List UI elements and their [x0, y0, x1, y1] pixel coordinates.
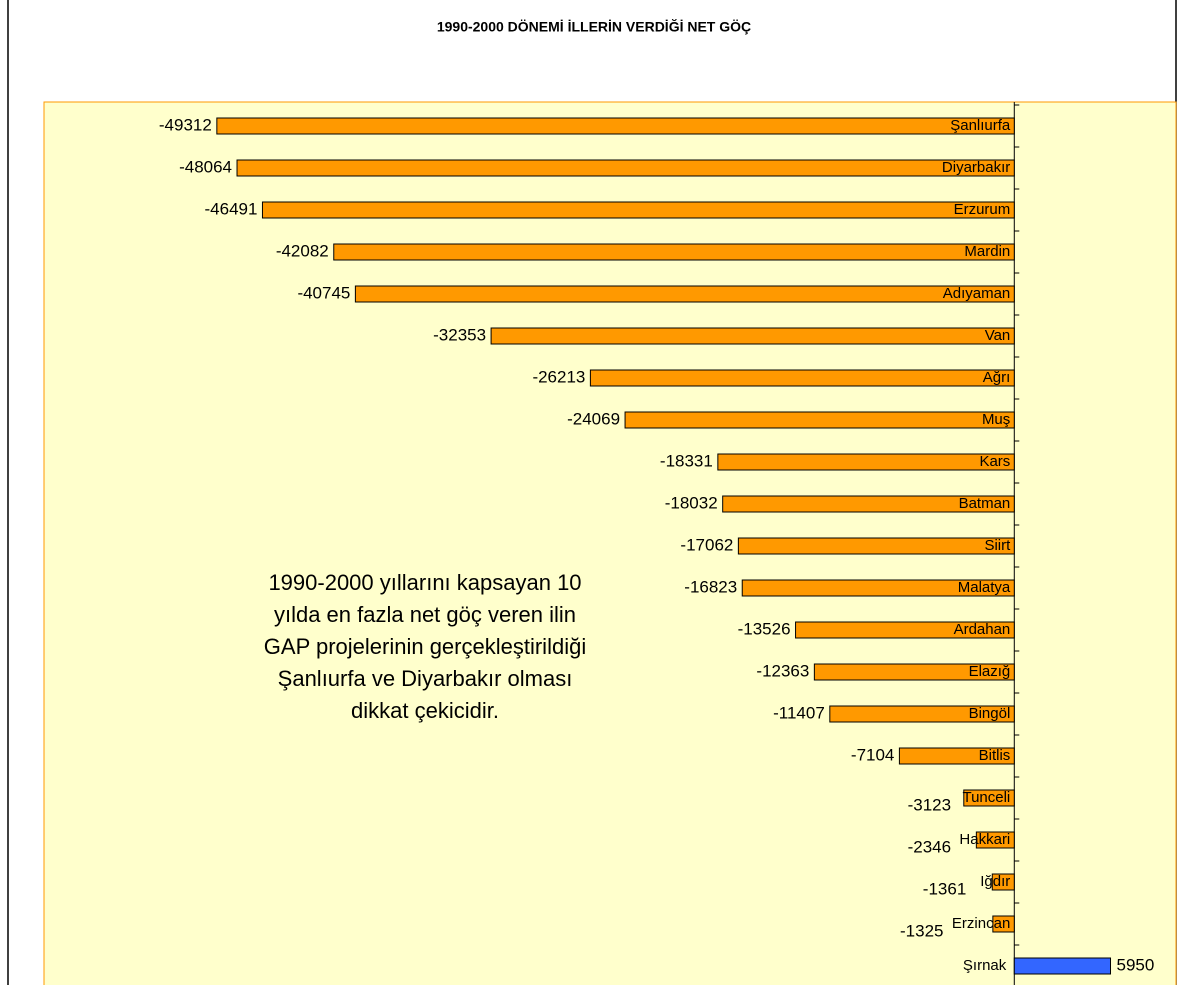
category-label: Van [985, 327, 1011, 344]
value-label: -12363 [756, 661, 809, 680]
category-label: Ağrı [983, 369, 1011, 386]
category-label: Erzincan [952, 915, 1010, 932]
category-label: Adıyaman [943, 285, 1011, 302]
annotation: GAP projelerinin gerçekleştirildiği [264, 634, 586, 659]
annotation: Şanlıurfa ve Diyarbakır olması [278, 666, 573, 691]
bar [795, 621, 1015, 639]
category-label: Elazığ [969, 663, 1011, 680]
value-label: -42082 [276, 241, 329, 260]
category-label: Siirt [984, 537, 1011, 554]
value-label: 5950 [1117, 955, 1155, 974]
bar [991, 873, 1015, 891]
bar [1013, 957, 1112, 975]
bar [354, 285, 1015, 303]
value-label: -26213 [532, 367, 585, 386]
value-label: -7104 [851, 745, 894, 764]
category-label: Erzurum [954, 201, 1011, 218]
bar [236, 159, 1015, 177]
annotation: yılda en fazla net göç veren ilin [274, 602, 576, 627]
bar [490, 327, 1015, 345]
value-label: -17062 [680, 535, 733, 554]
category-label: Bitlis [979, 747, 1011, 764]
value-label: -3123 [908, 795, 951, 814]
bar [992, 915, 1015, 933]
value-label: -13526 [738, 619, 791, 638]
bar [333, 243, 1015, 261]
category-label: Kars [979, 453, 1010, 470]
bar [975, 831, 1015, 849]
value-label: -11407 [773, 703, 825, 722]
category-label: Bingöl [969, 705, 1011, 722]
annotation: 1990-2000 yıllarını kapsayan 10 [268, 570, 581, 595]
value-label: -46491 [205, 199, 258, 218]
value-label: -40745 [297, 283, 350, 302]
value-label: -24069 [567, 409, 620, 428]
category-label: Hakkari [959, 831, 1010, 848]
value-label: -1325 [900, 921, 943, 940]
value-label: -18032 [665, 493, 718, 512]
bar [722, 495, 1015, 513]
annotation: dikkat çekicidir. [351, 698, 499, 723]
bar [737, 537, 1015, 555]
value-label: -48064 [179, 157, 232, 176]
category-label: Tunceli [962, 789, 1010, 806]
category-label: Şanlıurfa [950, 117, 1011, 134]
category-label: Şırnak [963, 957, 1007, 974]
category-label: Iğdır [980, 873, 1010, 890]
bar [963, 789, 1015, 807]
bar [741, 579, 1015, 597]
bar [829, 705, 1015, 723]
category-label: Malatya [958, 579, 1011, 596]
bar [589, 369, 1015, 387]
category-label: Ardahan [954, 621, 1011, 638]
value-label: -32353 [433, 325, 486, 344]
bar [717, 453, 1015, 471]
category-label: Mardin [964, 243, 1010, 260]
category-label: Muş [982, 411, 1010, 428]
bar [813, 663, 1015, 681]
bar [216, 117, 1015, 135]
value-label: -18331 [660, 451, 713, 470]
value-label: -2346 [908, 837, 951, 856]
value-label: -16823 [684, 577, 737, 596]
bar [898, 747, 1015, 765]
chart-title: 1990-2000 DÖNEMİ İLLERİN VERDİĞİ NET GÖÇ [437, 18, 751, 35]
value-label: -49312 [159, 115, 212, 134]
category-label: Diyarbakır [942, 159, 1010, 176]
bar [261, 201, 1015, 219]
category-label: Batman [959, 495, 1011, 512]
value-label: -1361 [923, 879, 966, 898]
bar [624, 411, 1015, 429]
